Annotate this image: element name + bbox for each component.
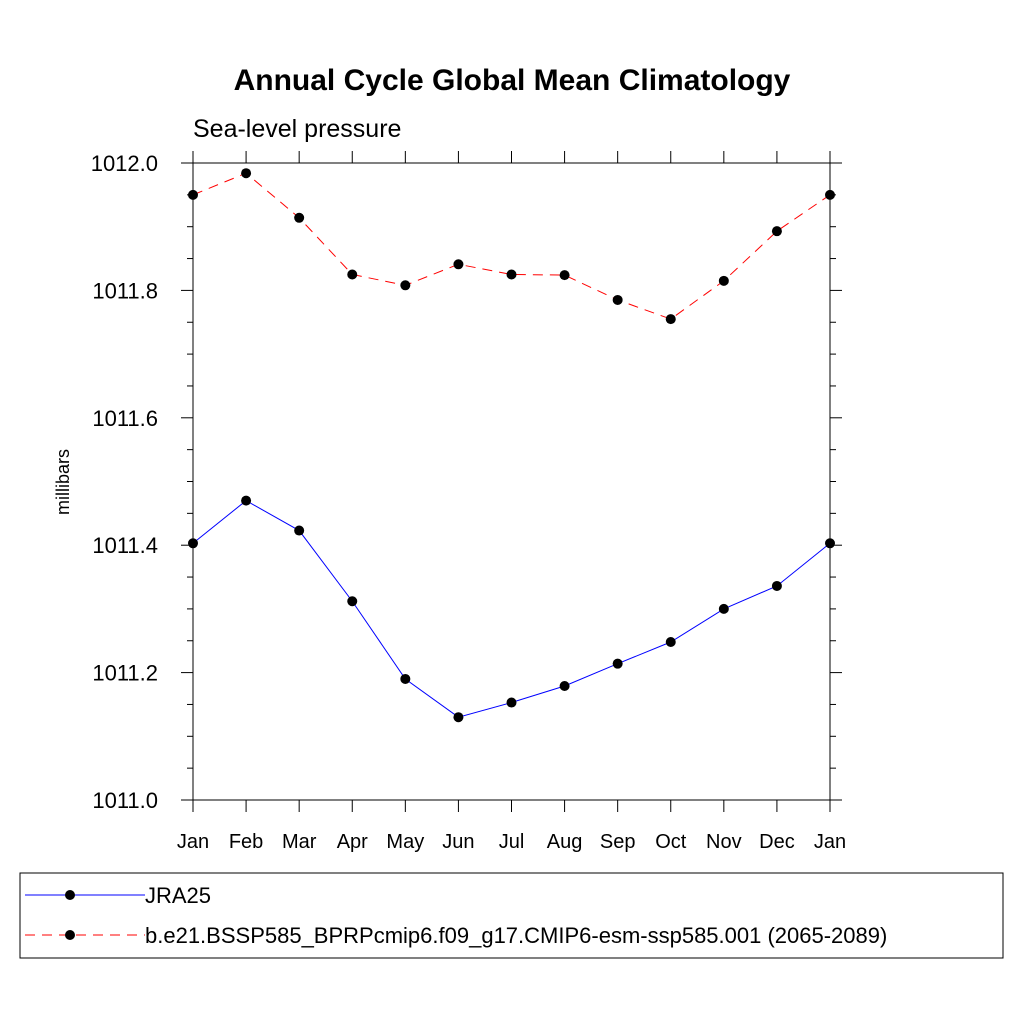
data-point [400,673,411,684]
legend-label: b.e21.BSSP585_BPRPcmip6.f09_g17.CMIP6-es… [145,923,887,948]
chart-title: Annual Cycle Global Mean Climatology [234,64,791,97]
data-point [718,603,729,614]
series-line [192,172,831,320]
data-point [453,259,464,270]
data-point [347,269,358,280]
y-tick-label: 1011.4 [92,533,158,558]
data-point [718,275,729,286]
y-tick-label: 1012.0 [91,151,158,176]
data-point [612,658,623,669]
x-tick-label: Jun [442,831,474,853]
series-1 [188,495,835,723]
legend: JRA25 b.e21.BSSP585_BPRPcmip6.f09_g17.CMI… [19,872,1004,959]
x-tick-label: Jul [499,831,525,853]
data-point [825,538,835,549]
data-point [825,189,835,200]
data-point [559,270,570,281]
data-point [559,680,570,691]
x-tick-label: Jan [814,831,846,853]
x-tick-label: Sep [600,831,636,853]
data-point [506,697,517,708]
data-point [294,212,305,223]
y-axis-label: millibars [53,449,73,515]
data-point [506,269,517,280]
x-tick-label: Jan [177,831,209,853]
data-point [241,495,252,506]
data-point [400,280,411,291]
y-tick-label: 1011.6 [92,406,158,431]
series-group [188,168,835,723]
data-point [665,637,676,648]
y-tick-label: 1011.8 [92,278,158,303]
x-tick-label: May [386,831,424,853]
data-point [347,596,358,607]
x-tick-label: Dec [759,831,795,853]
legend-marker [65,890,75,900]
x-tick-label: Nov [706,831,742,853]
data-point [665,314,676,325]
x-tick-label: Apr [337,831,368,853]
data-point [294,525,305,536]
y-tick-label: 1011.0 [92,788,158,813]
data-point [188,538,198,549]
chart-subtitle: Sea-level pressure [193,115,401,143]
x-tick-label: Feb [229,831,263,853]
data-point [241,168,252,179]
data-point [771,580,782,591]
series-line [192,500,831,718]
series-2 [188,168,835,325]
data-point [771,226,782,237]
x-tick-label: Aug [547,831,583,853]
y-tick-label: 1011.2 [92,661,158,686]
data-point [188,189,198,200]
legend-label: JRA25 [145,883,211,908]
x-tick-label: Mar [282,831,317,853]
x-tick-label: Oct [655,831,687,853]
legend-marker [65,930,75,940]
data-point [453,712,464,723]
legend-box [19,872,1004,959]
data-point [612,294,623,305]
axes: 1011.0 1011.2 1011.4 1011.6 1011.8 1012.0 Jan F… [91,151,846,853]
